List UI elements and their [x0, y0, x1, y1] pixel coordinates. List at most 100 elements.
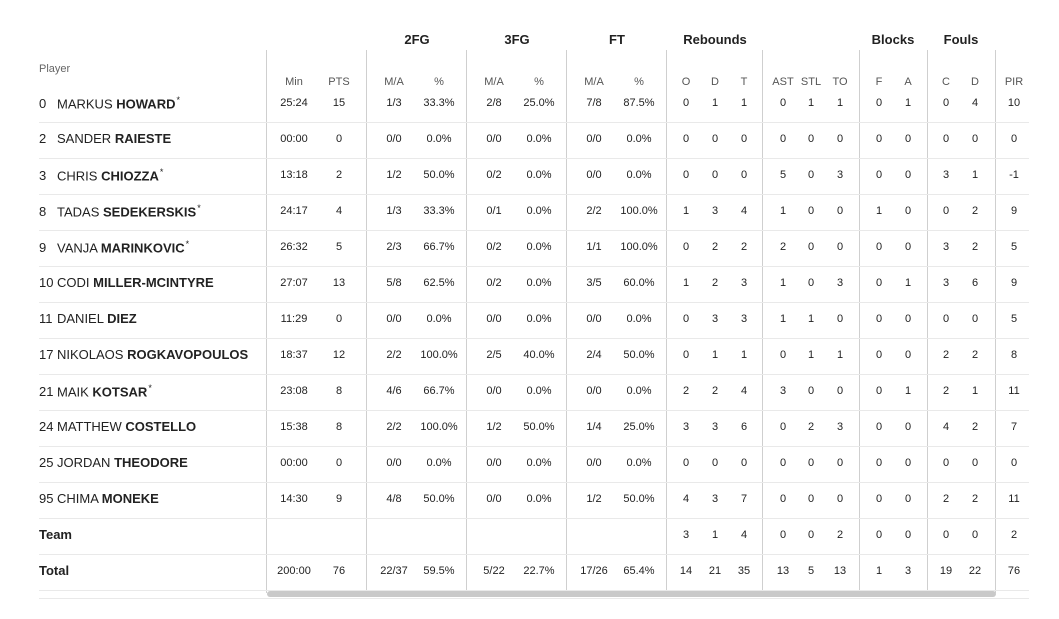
stat-cell: 0	[711, 133, 719, 145]
stat-cell: 23:08	[280, 385, 308, 397]
stat-cell: 0	[740, 133, 748, 145]
stat-cell: 1	[740, 97, 748, 109]
stat-cell: 0	[807, 493, 815, 505]
player-name-costello[interactable]: 24 MATTHEW COSTELLO	[39, 419, 196, 434]
stat-cell: 2	[711, 277, 719, 289]
column-header-a[interactable]: A	[904, 76, 912, 88]
player-name-sedekerskis[interactable]: 8 TADAS SEDEKERSKIS*	[39, 203, 201, 219]
stat-cell: 0/0	[586, 385, 602, 397]
column-header-d[interactable]: D	[971, 76, 979, 88]
stat-cell: 6	[740, 421, 748, 433]
stat-cell: 2	[971, 493, 979, 505]
stat-cell: 0	[740, 457, 748, 469]
player-first-name: TADAS	[57, 204, 100, 220]
stat-cell: 0	[682, 133, 690, 145]
stat-cell: 13	[833, 565, 847, 577]
stat-cell: 0.0%	[526, 169, 552, 181]
stat-cell: 1/1	[586, 241, 602, 253]
stat-cell: 0.0%	[526, 493, 552, 505]
column-header-pir[interactable]: PIR	[1004, 76, 1024, 88]
stat-cell: 5/22	[483, 565, 505, 577]
stat-cell: 0	[904, 457, 912, 469]
stat-cell: 0	[807, 529, 815, 541]
player-column-header[interactable]: Player	[39, 63, 71, 75]
stat-cell: 2	[807, 421, 815, 433]
stat-cell: 0	[904, 133, 912, 145]
stat-cell: 2	[942, 349, 950, 361]
stat-cell: 12	[332, 349, 346, 361]
stat-cell: 1	[836, 97, 844, 109]
column-header-o[interactable]: O	[681, 76, 691, 88]
column-header-min[interactable]: Min	[285, 76, 303, 88]
stat-cell: 0	[942, 457, 950, 469]
row-divider	[39, 374, 1029, 375]
stat-cell: 0.0%	[526, 133, 552, 145]
column-divider	[266, 50, 267, 593]
player-name-howard[interactable]: 0 MARKUS HOWARD*	[39, 95, 180, 111]
stat-cell: 87.5%	[623, 97, 655, 109]
stat-cell: 5/8	[386, 277, 402, 289]
stat-cell: 0.0%	[626, 133, 652, 145]
player-name-raieste[interactable]: 2 SANDER RAIESTE	[39, 131, 171, 146]
row-divider	[39, 122, 1029, 123]
column-header-d[interactable]: D	[711, 76, 719, 88]
stat-cell: 76	[332, 565, 346, 577]
player-name-diez[interactable]: 11 DANIEL DIEZ	[39, 311, 137, 326]
player-number: 17	[39, 347, 54, 362]
player-name-marinkovic[interactable]: 9 VANJA MARINKOVIC*	[39, 239, 189, 255]
stat-cell: 2	[711, 241, 719, 253]
column-header-m-a[interactable]: M/A	[584, 76, 604, 88]
stat-cell: 3	[711, 313, 719, 325]
player-first-name: CHIMA	[57, 491, 99, 506]
player-name-rogkavopoulos[interactable]: 17 NIKOLAOS ROGKAVOPOULOS	[39, 347, 248, 362]
column-header-m-a[interactable]: M/A	[384, 76, 404, 88]
group-header-2fg: 2FG	[404, 32, 430, 47]
stat-cell: 22.7%	[523, 565, 555, 577]
player-name-chiozza[interactable]: 3 CHRIS CHIOZZA*	[39, 167, 163, 183]
player-first-name: JORDAN	[57, 455, 111, 470]
stat-cell: 25.0%	[523, 97, 555, 109]
starter-mark: *	[159, 167, 164, 177]
stat-cell: 1/2	[486, 421, 502, 433]
player-name-kotsar[interactable]: 21 MAIK KOTSAR*	[39, 383, 152, 399]
stat-cell: 2	[971, 421, 979, 433]
stat-cell: 0	[807, 457, 815, 469]
stat-cell: 3	[740, 277, 748, 289]
stat-cell: 2	[335, 169, 343, 181]
stat-cell: 0	[875, 313, 883, 325]
column-header-m-a[interactable]: M/A	[484, 76, 504, 88]
group-header-ft: FT	[609, 32, 625, 47]
column-header-t[interactable]: T	[740, 76, 748, 88]
row-divider	[39, 194, 1029, 195]
stat-cell: 0.0%	[526, 205, 552, 217]
column-header-ast[interactable]: AST	[772, 76, 794, 88]
row-divider	[39, 266, 1029, 267]
column-header-stl[interactable]: STL	[800, 76, 822, 88]
column-header-pct[interactable]: %	[634, 76, 644, 88]
stat-cell: 0	[942, 529, 950, 541]
column-header-c[interactable]: C	[942, 76, 950, 88]
column-header-to[interactable]: TO	[832, 76, 848, 88]
stat-cell: 5	[1010, 313, 1018, 325]
group-header-blocks: Blocks	[871, 32, 915, 47]
stat-cell: 0/0	[486, 385, 502, 397]
column-divider	[927, 50, 928, 593]
stat-cell: 2/5	[486, 349, 502, 361]
column-header-pts[interactable]: PTS	[328, 76, 350, 88]
column-header-pct[interactable]: %	[434, 76, 444, 88]
stat-cell: 0/2	[486, 169, 502, 181]
player-number: 24	[39, 419, 54, 434]
player-last-name: CHIOZZA	[101, 168, 159, 184]
stat-cell: 2	[971, 205, 979, 217]
player-name-theodore[interactable]: 25 JORDAN THEODORE	[39, 455, 188, 470]
horizontal-scrollbar[interactable]	[267, 591, 996, 597]
stat-cell: 59.5%	[423, 565, 455, 577]
stat-cell: 0	[836, 133, 844, 145]
player-name-miller-mcintyre[interactable]: 10 CODI MILLER-MCINTYRE	[39, 275, 214, 290]
column-header-f[interactable]: F	[875, 76, 883, 88]
column-header-pct[interactable]: %	[534, 76, 544, 88]
stat-cell: 100.0%	[620, 241, 658, 253]
player-name-moneke[interactable]: 95 CHIMA MONEKE	[39, 491, 159, 506]
stat-cell: 2	[1010, 529, 1018, 541]
